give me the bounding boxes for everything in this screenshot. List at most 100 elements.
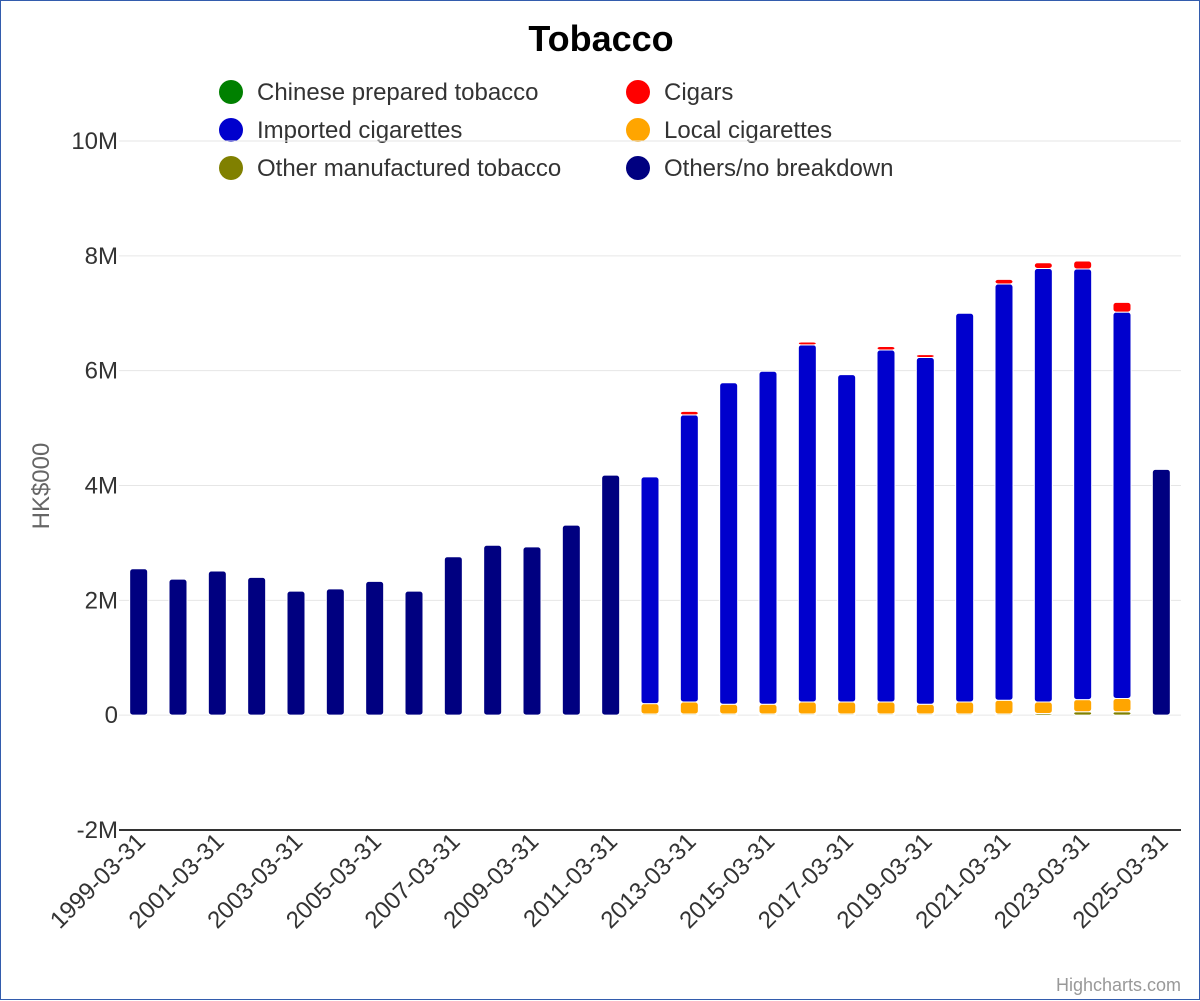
bar-stack-2016-03-31[interactable] <box>797 341 817 716</box>
bar-others-no-breakdown[interactable] <box>1151 468 1171 716</box>
bar-others-no-breakdown[interactable] <box>325 588 345 716</box>
bar-cigars[interactable] <box>876 346 896 351</box>
bar-imported-cigarettes[interactable] <box>1033 267 1053 703</box>
y-tick-label: 4M <box>85 473 118 500</box>
bar-stack-2002-03-31[interactable] <box>247 576 267 716</box>
bar-imported-cigarettes[interactable] <box>640 476 660 705</box>
y-axis: -2M 0 2M 4M 6M 8M 10M <box>71 128 118 844</box>
bar-others-no-breakdown[interactable] <box>522 546 542 716</box>
bar-imported-cigarettes[interactable] <box>797 344 817 703</box>
bar-stack-2005-03-31[interactable] <box>365 580 385 716</box>
bar-stack-2019-03-31[interactable] <box>915 354 935 716</box>
bar-stack-2008-03-31[interactable] <box>483 544 503 716</box>
bar-cigars[interactable] <box>797 341 817 346</box>
bar-local-cigarettes[interactable] <box>1033 701 1053 714</box>
bar-stack-2012-03-31[interactable] <box>640 476 660 716</box>
bar-local-cigarettes[interactable] <box>758 703 778 715</box>
legend-item-other-manufactured-tobacco[interactable]: Other manufactured tobacco <box>219 155 561 182</box>
legend-marker <box>626 80 650 104</box>
bar-cigars[interactable] <box>994 278 1014 285</box>
y-tick-label: 2M <box>85 587 118 614</box>
bar-stack-2013-03-31[interactable] <box>679 410 699 716</box>
bar-others-no-breakdown[interactable] <box>365 580 385 716</box>
bar-imported-cigarettes[interactable] <box>719 382 739 705</box>
bar-stack-2007-03-31[interactable] <box>443 556 463 716</box>
legend-marker <box>219 80 243 104</box>
legend-item-cigars[interactable]: Cigars <box>626 79 733 106</box>
bar-local-cigarettes[interactable] <box>876 701 896 715</box>
bar-cigars[interactable] <box>679 410 699 416</box>
credits[interactable]: Highcharts.com <box>1056 975 1181 995</box>
bar-stack-2017-03-31[interactable] <box>837 374 857 716</box>
bar-imported-cigarettes[interactable] <box>758 370 778 705</box>
bar-stack-2001-03-31[interactable] <box>207 570 227 716</box>
legend-item-others-no-breakdown[interactable]: Others/no breakdown <box>626 155 893 182</box>
bar-local-cigarettes[interactable] <box>640 703 660 715</box>
bar-stack-2004-03-31[interactable] <box>325 588 345 716</box>
bar-imported-cigarettes[interactable] <box>955 312 975 703</box>
bar-cigars[interactable] <box>1112 301 1132 313</box>
bar-stack-2011-03-31[interactable] <box>601 474 621 716</box>
legend-item-chinese-prepared-tobacco[interactable]: Chinese prepared tobacco <box>219 79 539 106</box>
bar-others-no-breakdown[interactable] <box>247 576 267 716</box>
bar-other-manufactured-tobacco[interactable] <box>1112 711 1132 716</box>
bar-local-cigarettes[interactable] <box>1112 698 1132 713</box>
bar-stack-2022-03-31[interactable] <box>1033 262 1053 716</box>
bar-imported-cigarettes[interactable] <box>1073 268 1093 701</box>
bar-stack-2009-03-31[interactable] <box>522 546 542 716</box>
y-tick-label: 0 <box>105 702 118 729</box>
bar-stack-2020-03-31[interactable] <box>955 312 975 716</box>
bar-stack-2025-03-31[interactable] <box>1151 468 1171 716</box>
legend-marker <box>626 156 650 180</box>
bar-cigars[interactable] <box>915 354 935 358</box>
bar-stack-2015-03-31[interactable] <box>758 370 778 716</box>
legend-marker <box>219 118 243 142</box>
bar-local-cigarettes[interactable] <box>719 703 739 715</box>
bar-local-cigarettes[interactable] <box>837 701 857 715</box>
bar-others-no-breakdown[interactable] <box>601 474 621 716</box>
x-axis: 1999-03-312001-03-312003-03-312005-03-31… <box>45 828 1174 934</box>
bar-stack-2021-03-31[interactable] <box>994 278 1014 716</box>
bar-imported-cigarettes[interactable] <box>679 414 699 703</box>
bar-imported-cigarettes[interactable] <box>837 374 857 703</box>
bar-cigars[interactable] <box>1033 262 1053 269</box>
bar-imported-cigarettes[interactable] <box>876 349 896 703</box>
bar-local-cigarettes[interactable] <box>915 703 935 715</box>
bar-others-no-breakdown[interactable] <box>129 568 149 716</box>
bar-imported-cigarettes[interactable] <box>994 283 1014 701</box>
bar-cigars[interactable] <box>1073 260 1093 270</box>
bar-stack-2010-03-31[interactable] <box>561 524 581 716</box>
bar-stack-2023-03-31[interactable] <box>1073 260 1093 716</box>
bar-stack-2006-03-31[interactable] <box>404 590 424 716</box>
legend-item-local-cigarettes[interactable]: Local cigarettes <box>626 117 832 144</box>
bar-stack-1999-03-31[interactable] <box>129 568 149 716</box>
bar-stack-2024-03-31[interactable] <box>1112 301 1132 716</box>
legend-item-imported-cigarettes[interactable]: Imported cigarettes <box>219 117 462 144</box>
legend-marker <box>219 156 243 180</box>
bars <box>129 260 1171 716</box>
bar-others-no-breakdown[interactable] <box>286 590 306 716</box>
bar-imported-cigarettes[interactable] <box>1112 311 1132 700</box>
legend-label: Chinese prepared tobacco <box>257 79 539 106</box>
bar-stack-2018-03-31[interactable] <box>876 346 896 716</box>
bar-local-cigarettes[interactable] <box>994 699 1014 715</box>
bar-others-no-breakdown[interactable] <box>443 556 463 716</box>
bar-others-no-breakdown[interactable] <box>207 570 227 716</box>
bar-others-no-breakdown[interactable] <box>561 524 581 716</box>
bar-local-cigarettes[interactable] <box>955 701 975 715</box>
bar-stack-2000-03-31[interactable] <box>168 578 188 716</box>
bar-others-no-breakdown[interactable] <box>168 578 188 716</box>
bar-local-cigarettes[interactable] <box>1073 699 1093 713</box>
bar-local-cigarettes[interactable] <box>797 701 817 715</box>
bar-others-no-breakdown[interactable] <box>483 544 503 716</box>
y-tick-label: 6M <box>85 358 118 385</box>
bar-imported-cigarettes[interactable] <box>915 356 935 705</box>
bar-others-no-breakdown[interactable] <box>404 590 424 716</box>
bar-stack-2003-03-31[interactable] <box>286 590 306 716</box>
y-tick-label: -2M <box>77 817 118 844</box>
bar-other-manufactured-tobacco[interactable] <box>1073 711 1093 716</box>
bar-stack-2014-03-31[interactable] <box>719 382 739 716</box>
bar-local-cigarettes[interactable] <box>679 701 699 715</box>
